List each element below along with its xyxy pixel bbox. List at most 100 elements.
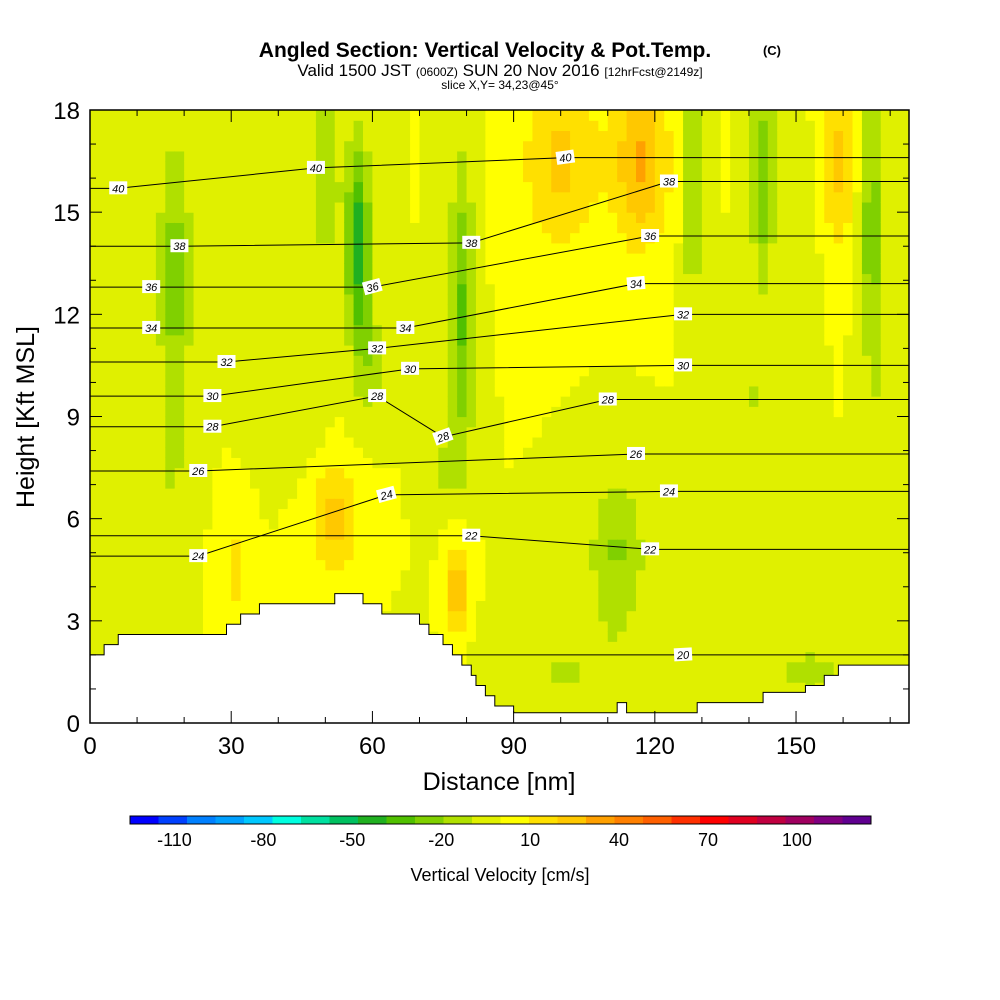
velocity-cell [692,171,703,183]
velocity-cell [485,161,496,172]
velocity-cell [541,447,552,458]
velocity-cell [636,140,647,152]
velocity-cell [127,447,138,458]
velocity-cell [268,447,279,458]
velocity-cell [777,559,788,571]
velocity-cell [118,212,129,223]
velocity-cell [532,549,543,561]
velocity-cell [748,498,759,510]
velocity-cell [165,110,176,121]
velocity-cell [174,232,185,244]
velocity-cell [428,385,439,397]
velocity-cell [720,344,731,356]
velocity-cell [504,498,515,510]
velocity-cell [278,283,289,295]
velocity-cell [598,702,609,714]
velocity-cell [598,212,609,223]
velocity-cell [852,232,863,244]
velocity-cell [363,406,374,418]
velocity-cell [202,273,213,285]
velocity-cell [155,467,166,479]
velocity-cell [786,610,797,622]
velocity-cell [108,253,119,264]
velocity-cell [381,161,392,172]
velocity-cell [588,130,599,142]
velocity-cell [683,140,694,152]
velocity-cell [99,488,110,499]
velocity-cell [334,242,345,254]
velocity-cell [315,150,326,162]
velocity-cell [240,242,251,254]
velocity-cell [730,692,741,704]
velocity-cell [767,314,778,326]
velocity-cell [777,324,788,336]
velocity-cell [221,365,232,377]
velocity-cell [636,161,647,172]
velocity-cell [805,324,816,336]
velocity-cell [287,528,298,540]
velocity-cell [202,232,213,244]
velocity-cell [137,539,148,550]
velocity-cell [833,569,844,581]
velocity-cell [466,201,477,213]
velocity-cell [306,283,317,295]
velocity-cell [99,130,110,142]
velocity-cell [748,375,759,387]
velocity-cell [184,467,195,479]
velocity-cell [108,590,119,601]
velocity-cell [184,314,195,326]
velocity-cell [748,161,759,172]
velocity-cell [833,416,844,428]
velocity-cell [748,620,759,632]
velocity-cell [344,283,355,295]
velocity-cell [570,191,581,203]
velocity-cell [833,232,844,244]
velocity-cell [814,396,825,407]
velocity-cell [833,467,844,479]
velocity-cell [494,569,505,581]
velocity-cell [118,508,129,520]
velocity-cell [861,467,872,479]
velocity-cell [428,426,439,438]
velocity-cell [588,539,599,550]
velocity-cell [221,334,232,346]
velocity-cell [570,344,581,356]
velocity-cell [588,488,599,499]
velocity-cell [513,620,524,632]
velocity-cell [353,242,364,254]
velocity-cell [523,171,534,183]
velocity-cell [315,344,326,356]
velocity-cell [701,324,712,336]
velocity-cell [419,283,430,295]
velocity-cell [231,140,242,152]
velocity-cell [494,590,505,601]
velocity-cell [466,222,477,234]
velocity-cell [99,477,110,489]
velocity-cell [127,304,138,315]
velocity-cell [588,283,599,295]
velocity-cell [250,324,261,336]
velocity-cell [805,365,816,377]
velocity-cell [221,120,232,132]
velocity-cell [758,539,769,550]
velocity-cell [494,242,505,254]
velocity-cell [278,498,289,510]
velocity-cell [231,498,242,510]
velocity-cell [250,539,261,550]
velocity-cell [155,181,166,193]
velocity-cell [777,620,788,632]
velocity-cell [673,344,684,356]
velocity-cell [805,539,816,550]
velocity-cell [607,467,618,479]
velocity-cell [541,590,552,601]
velocity-cell [720,324,731,336]
velocity-cell [259,324,270,336]
velocity-cell [278,140,289,152]
velocity-cell [240,579,251,591]
velocity-cell [231,559,242,571]
velocity-cell [720,610,731,622]
velocity-cell [165,222,176,234]
velocity-cell [570,324,581,336]
velocity-cell [532,477,543,489]
velocity-cell [306,488,317,499]
